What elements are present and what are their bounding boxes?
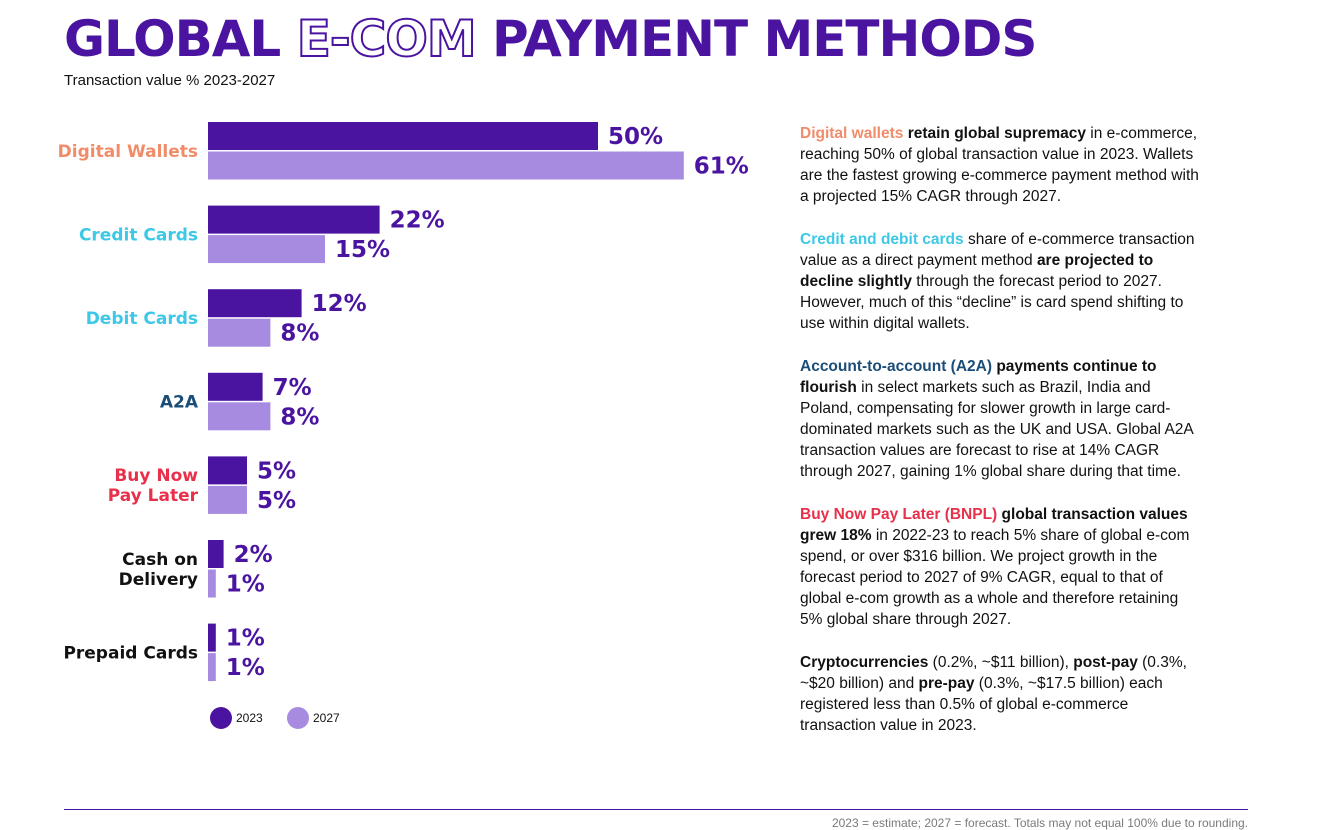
bold-phrase: are projected to decline slightly — [800, 252, 1154, 290]
title-global: GLOBAL — [64, 10, 281, 68]
bar-2027-6 — [208, 653, 216, 682]
data-label-2027-6: 1% — [226, 655, 265, 681]
category-label-0: Digital Wallets — [58, 142, 198, 162]
paragraph-text: in select markets such as Brazil, India … — [800, 379, 1193, 480]
footer-divider — [64, 809, 1248, 810]
data-label-2023-4: 5% — [257, 458, 296, 484]
paragraph-text: (0.2%, ~$11 billion), — [928, 654, 1074, 671]
bar-2023-1 — [208, 205, 380, 234]
category-label-2: Debit Cards — [86, 309, 198, 329]
legend-label-2027: 2027 — [313, 711, 340, 725]
paragraph-text: in 2022-23 to reach 5% share of global e… — [800, 527, 1190, 628]
data-label-2027-4: 5% — [257, 488, 296, 514]
bar-2027-1 — [208, 235, 325, 264]
bar-2023-2 — [208, 289, 302, 318]
category-label-4: Buy Now — [114, 466, 198, 486]
commentary-paragraph-2: Account-to-account (A2A) payments contin… — [800, 356, 1200, 482]
bar-2027-3 — [208, 402, 271, 431]
category-label-3: A2A — [160, 393, 199, 413]
category-label-5: Delivery — [119, 570, 198, 590]
bar-2027-2 — [208, 318, 271, 347]
chart-subtitle: Transaction value % 2023-2027 — [64, 72, 276, 89]
bold-phrase: Cryptocurrencies — [800, 654, 929, 671]
data-label-2023-2: 12% — [312, 291, 367, 317]
paragraph-text: through the forecast period to 2027. How… — [800, 273, 1184, 332]
title-ecom: E-COM — [296, 9, 478, 69]
commentary-paragraph-3: Buy Now Pay Later (BNPL) global transact… — [800, 504, 1200, 630]
commentary: Digital wallets retain global supremacy … — [800, 123, 1200, 758]
bold-phrase: retain global supremacy — [907, 125, 1086, 142]
highlight-term: Buy Now Pay Later (BNPL) — [800, 506, 998, 523]
data-label-2027-1: 15% — [335, 237, 390, 263]
footnote: 2023 = estimate; 2027 = forecast. Totals… — [831, 816, 1248, 830]
legend-label-2023: 2023 — [236, 711, 263, 725]
category-label-1: Credit Cards — [79, 225, 198, 245]
data-label-2023-5: 2% — [234, 542, 273, 568]
bold-phrase: payments continue to flourish — [800, 358, 1157, 396]
paragraph-text: in e-commerce, reaching 50% of global tr… — [800, 125, 1199, 205]
paragraph-text: (0.3%, ~$17.5 billion) each registered l… — [800, 675, 1163, 734]
data-label-2027-0: 61% — [694, 154, 749, 180]
bar-chart: 50% 61% Digital Wallets 22%15% Credit Cards 1… — [58, 122, 749, 729]
bold-phrase: global transaction values grew 18% — [800, 506, 1188, 544]
bold-phrase: pre-pay — [918, 675, 975, 692]
data-label-2027-3: 8% — [280, 404, 319, 430]
bar-2027-5 — [208, 569, 216, 598]
data-label-2027-5: 1% — [226, 572, 265, 598]
category-label-5: Cash on — [122, 550, 198, 570]
commentary-paragraph-4: Cryptocurrencies (0.2%, ~$11 billion), p… — [800, 652, 1200, 736]
paragraph-text: share of e-commerce transaction value as… — [800, 231, 1195, 269]
bar-2023-6 — [208, 623, 216, 652]
highlight-term: Digital wallets — [800, 125, 904, 142]
bar-2027-4 — [208, 485, 247, 514]
bar-2023-4 — [208, 456, 247, 485]
data-label-2023-3: 7% — [273, 375, 312, 401]
highlight-term: Credit and debit cards — [800, 231, 964, 248]
highlight-term: Account-to-account (A2A) — [800, 358, 993, 375]
commentary-paragraph-0: Digital wallets retain global supremacy … — [800, 123, 1200, 207]
bar-2023-3 — [208, 372, 263, 401]
legend-marker-2023 — [210, 707, 232, 729]
bar-2023-0 — [208, 122, 598, 150]
paragraph-text: (0.3%, ~$20 billion) and — [800, 654, 1187, 692]
commentary-paragraph-1: Credit and debit cards share of e-commer… — [800, 229, 1200, 334]
bar-2023-5 — [208, 540, 224, 568]
data-label-2027-2: 8% — [280, 321, 319, 347]
data-label-2023-1: 22% — [390, 208, 445, 234]
bar-2027-0 — [208, 151, 684, 180]
category-label-4: Pay Later — [108, 486, 199, 506]
data-label-2023-6: 1% — [226, 626, 265, 652]
bold-phrase: post-pay — [1073, 654, 1138, 671]
title-payment-methods: PAYMENT METHODS — [492, 10, 1037, 68]
data-label-2023-0: 50% — [608, 124, 663, 150]
page-title: GLOBAL E-COM PAYMENT METHODS — [64, 8, 1037, 70]
legend-marker-2027 — [287, 707, 309, 729]
category-label-6: Prepaid Cards — [63, 643, 198, 663]
